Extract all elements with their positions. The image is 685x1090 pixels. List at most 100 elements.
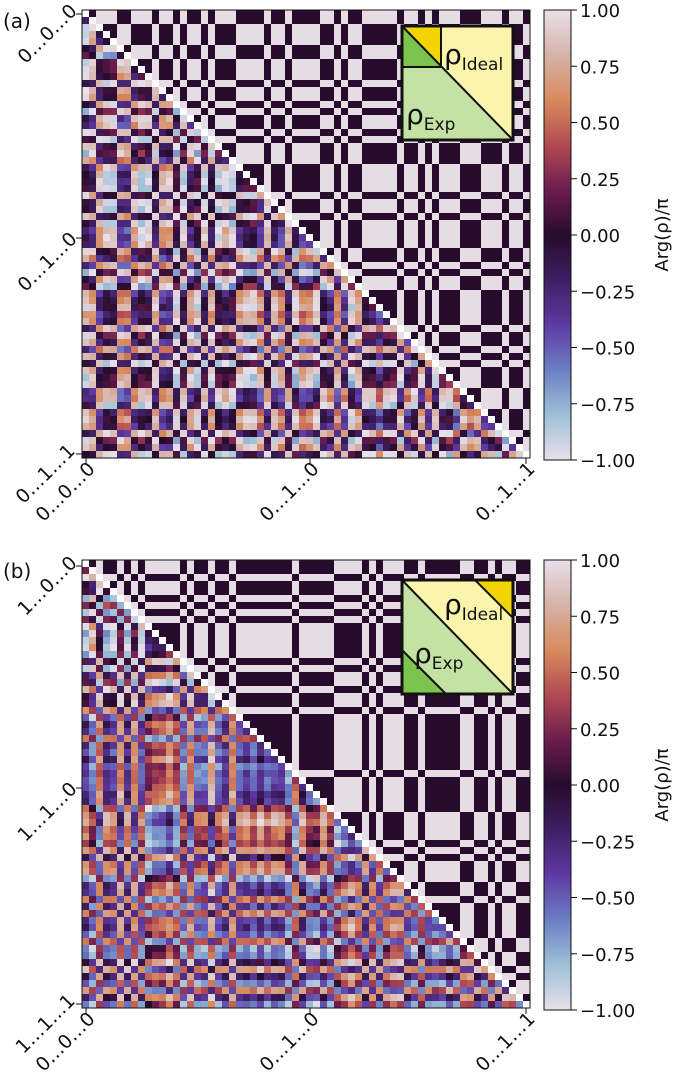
heatmap-cell bbox=[516, 388, 524, 396]
heatmap-cell bbox=[341, 588, 349, 596]
heatmap-cell bbox=[320, 276, 328, 284]
heatmap-cell bbox=[208, 80, 216, 88]
heatmap-cell bbox=[348, 227, 356, 235]
heatmap-cell bbox=[341, 339, 349, 347]
heatmap-cell bbox=[348, 581, 356, 589]
heatmap-cell bbox=[278, 164, 286, 172]
heatmap-cell bbox=[145, 581, 153, 589]
heatmap-cell bbox=[229, 52, 237, 60]
heatmap-cell bbox=[453, 143, 461, 151]
heatmap-cell bbox=[292, 192, 300, 200]
heatmap-cell bbox=[145, 108, 153, 116]
heatmap-cell bbox=[166, 595, 174, 603]
heatmap-cell bbox=[299, 388, 307, 396]
heatmap-cell bbox=[110, 609, 118, 617]
heatmap-cell bbox=[159, 17, 167, 25]
heatmap-cell bbox=[89, 94, 97, 102]
heatmap-cell bbox=[180, 199, 188, 207]
heatmap-cell bbox=[110, 31, 118, 39]
heatmap-cell bbox=[187, 297, 195, 305]
heatmap-cell bbox=[278, 374, 286, 382]
heatmap-cell bbox=[369, 374, 377, 382]
heatmap-cell bbox=[236, 80, 244, 88]
heatmap-cell bbox=[306, 311, 314, 319]
heatmap-cell bbox=[299, 430, 307, 438]
heatmap-cell bbox=[355, 402, 363, 410]
heatmap-cell bbox=[180, 129, 188, 137]
heatmap-cell bbox=[299, 325, 307, 333]
heatmap-cell bbox=[180, 164, 188, 172]
heatmap-cell bbox=[117, 409, 125, 417]
heatmap-cell bbox=[117, 87, 125, 95]
heatmap-cell bbox=[229, 241, 237, 249]
heatmap-cell bbox=[453, 262, 461, 270]
heatmap-cell bbox=[257, 52, 265, 60]
heatmap-cell bbox=[131, 374, 139, 382]
heatmap-cell bbox=[110, 602, 118, 610]
heatmap-cell bbox=[89, 192, 97, 200]
heatmap-cell bbox=[271, 388, 279, 396]
heatmap-cell bbox=[383, 38, 391, 46]
heatmap-cell bbox=[194, 136, 202, 144]
heatmap-cell bbox=[516, 248, 524, 256]
heatmap-cell bbox=[257, 395, 265, 403]
heatmap-cell bbox=[383, 129, 391, 137]
heatmap-cell bbox=[138, 588, 146, 596]
heatmap-cell bbox=[292, 227, 300, 235]
heatmap-cell bbox=[425, 574, 433, 582]
heatmap-cell bbox=[299, 164, 307, 172]
heatmap-cell bbox=[292, 241, 300, 249]
heatmap-cell bbox=[82, 199, 90, 207]
heatmap-cell bbox=[383, 367, 391, 375]
heatmap-cell bbox=[404, 220, 412, 228]
heatmap-cell bbox=[180, 444, 188, 452]
heatmap-cell bbox=[425, 199, 433, 207]
heatmap-cell bbox=[383, 588, 391, 596]
heatmap-cell bbox=[222, 234, 230, 242]
heatmap-cell bbox=[201, 10, 209, 18]
heatmap-cell bbox=[152, 101, 160, 109]
heatmap-cell bbox=[446, 269, 454, 277]
panel-a-label: (a) bbox=[3, 9, 31, 33]
heatmap-cell bbox=[383, 644, 391, 652]
heatmap-cell bbox=[131, 595, 139, 603]
heatmap-cell bbox=[376, 423, 384, 431]
heatmap-cell bbox=[327, 199, 335, 207]
heatmap-cell bbox=[306, 353, 314, 361]
heatmap-cell bbox=[173, 73, 181, 81]
heatmap-cell bbox=[138, 38, 146, 46]
heatmap-cell bbox=[292, 164, 300, 172]
heatmap-cell bbox=[369, 241, 377, 249]
heatmap-cell bbox=[369, 38, 377, 46]
heatmap-cell bbox=[383, 437, 391, 445]
heatmap-cell bbox=[159, 353, 167, 361]
heatmap-cell bbox=[467, 311, 475, 319]
heatmap-cell bbox=[383, 164, 391, 172]
heatmap-cell bbox=[145, 353, 153, 361]
heatmap-cell bbox=[117, 115, 125, 123]
heatmap-cell bbox=[390, 87, 398, 95]
heatmap-cell bbox=[278, 430, 286, 438]
heatmap-cell bbox=[509, 171, 517, 179]
heatmap-cell bbox=[425, 402, 433, 410]
heatmap-cell bbox=[404, 360, 412, 368]
heatmap-cell bbox=[390, 262, 398, 270]
heatmap-cell bbox=[299, 588, 307, 596]
heatmap-cell bbox=[152, 423, 160, 431]
heatmap-cell bbox=[383, 616, 391, 624]
heatmap-cell bbox=[523, 150, 531, 158]
heatmap-cell bbox=[222, 192, 230, 200]
heatmap-cell bbox=[369, 87, 377, 95]
heatmap-cell bbox=[89, 143, 97, 151]
heatmap-cell bbox=[243, 567, 251, 575]
heatmap-cell bbox=[229, 199, 237, 207]
heatmap-cell bbox=[362, 143, 370, 151]
heatmap-cell bbox=[208, 164, 216, 172]
heatmap-cell bbox=[250, 143, 258, 151]
heatmap-cell bbox=[187, 381, 195, 389]
heatmap-cell bbox=[425, 276, 433, 284]
heatmap-cell bbox=[278, 360, 286, 368]
heatmap-cell bbox=[236, 332, 244, 340]
heatmap-cell bbox=[523, 241, 531, 249]
heatmap-cell bbox=[376, 409, 384, 417]
